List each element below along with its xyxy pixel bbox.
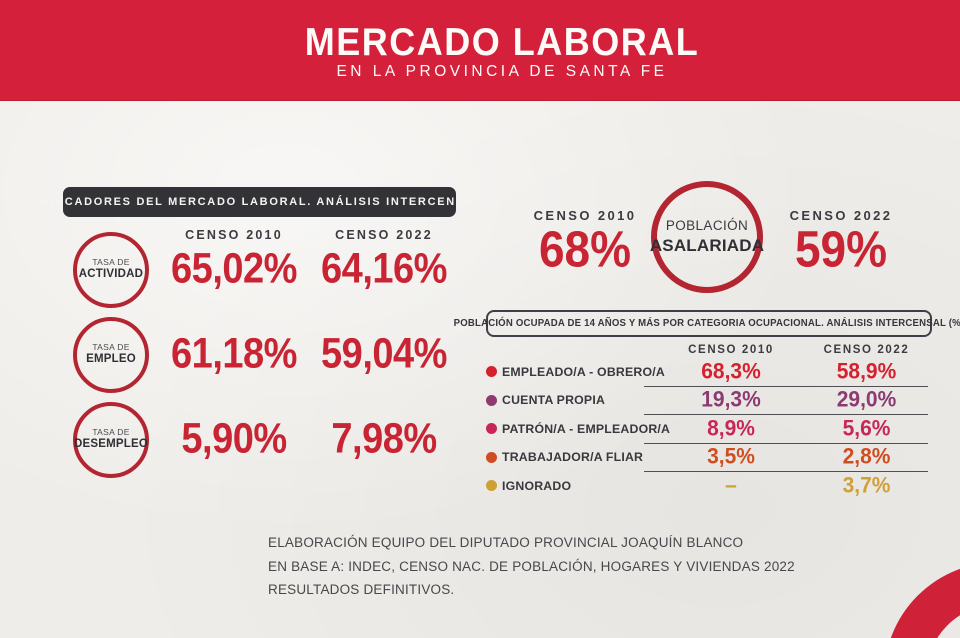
row-label: EMPLEADO/A - OBRERO/A — [502, 364, 665, 379]
credits-block: ELABORACIÓN EQUIPO DEL DIPUTADO PROVINCI… — [268, 531, 795, 602]
row-label: IGNORADO — [502, 478, 572, 493]
categoria-col-censo-2010: CENSO 2010 — [688, 344, 774, 356]
indicators-column-headers: CENSO 2010 CENSO 2022 — [63, 228, 459, 242]
row-censo-2022-value: 5,6% — [842, 416, 891, 441]
row-divider — [644, 471, 928, 472]
category-dot-icon — [486, 480, 497, 492]
table-row: PATRÓN/A - EMPLEADOR/A 8,9% 5,6% — [486, 415, 932, 443]
indicators-title-badge: INDICADORES DEL MERCADO LABORAL. ANÁLISI… — [36, 187, 481, 217]
category-dot-icon — [486, 394, 497, 406]
row-censo-2010-value: 3,5% — [707, 444, 755, 469]
row-label-group: IGNORADO — [486, 479, 661, 493]
table-row: EMPLEADO/A - OBRERO/A 68,3% 58,9% — [486, 358, 932, 386]
corner-ring-decoration — [884, 562, 960, 638]
tasa-label: TASA DE — [92, 257, 130, 267]
row-censo-2010-value: 8,9% — [707, 416, 755, 441]
row-censo-2022-value: 58,9% — [836, 359, 897, 384]
category-dot-icon — [486, 366, 497, 378]
header-banner: MERCADO LABORAL EN LA PROVINCIA DE SANTA… — [0, 0, 960, 101]
tasa-empleo-circle: TASA DE EMPLEO — [73, 316, 149, 393]
table-row: TRABAJADOR/A FLIAR 3,5% 2,8% — [486, 444, 932, 472]
tasa-empleo-2022-value: 59,04% — [321, 330, 447, 378]
row-label: TRABAJADOR/A FLIAR — [502, 450, 644, 465]
page-subtitle: EN LA PROVINCIA DE SANTA FE — [336, 63, 668, 81]
row-censo-2010-value: 19,3% — [701, 387, 761, 412]
category-dot-icon — [486, 451, 497, 463]
asalariada-censo-2010-label: CENSO 2010 — [533, 208, 637, 223]
row-censo-2010-value: 68,3% — [701, 359, 761, 384]
row-divider — [644, 414, 928, 415]
row-divider — [644, 442, 928, 444]
categoria-col-censo-2022: CENSO 2022 — [823, 344, 910, 356]
row-divider — [644, 385, 928, 387]
asalariada-censo-2022-label: CENSO 2022 — [789, 208, 893, 223]
categoria-rows: EMPLEADO/A - OBRERO/A 68,3% 58,9% CUENTA… — [486, 358, 932, 500]
category-dot-icon — [486, 423, 497, 435]
table-row: CUENTA PROPIA 19,3% 29,0% — [486, 387, 932, 415]
tasa-name: EMPLEO — [86, 352, 136, 365]
asalariada-censo-2022-value: 59% — [794, 220, 888, 278]
indicators-grid: TASA DE ACTIVIDAD 65,02% 64,16% TASA DE … — [63, 227, 459, 482]
row-censo-2022-value: 29,0% — [836, 387, 897, 412]
tasa-desempleo-circle: TASA DE DESEMPLEO — [73, 401, 149, 478]
header-text-group: MERCADO LABORAL EN LA PROVINCIA DE SANTA… — [305, 19, 699, 82]
asalariada-circle-word-top: POBLACIÓN — [665, 217, 749, 233]
asalariada-censo-2010-value: 68% — [538, 220, 632, 278]
tasa-name: DESEMPLEO — [74, 437, 149, 450]
asalariada-censo-2022-group: CENSO 2022 59% — [771, 181, 911, 278]
categoria-ocupacional-title: POBLACIÓN OCUPADA DE 14 AÑOS Y MÁS POR C… — [453, 318, 960, 329]
row-label-group: PATRÓN/A - EMPLEADOR/A — [486, 422, 670, 436]
poblacion-asalariada-section: CENSO 2010 68% POBLACIÓN ASALARIADA CENS… — [527, 181, 919, 293]
tasa-actividad-2022-value: 64,16% — [321, 245, 447, 293]
spacer — [486, 344, 661, 356]
row-censo-2010-value: – — [725, 473, 737, 498]
tasa-desempleo-2022-value: 7,98% — [331, 415, 437, 463]
asalariada-censo-2010-group: CENSO 2010 68% — [527, 181, 643, 278]
indicators-col-censo-2022: CENSO 2022 — [335, 228, 433, 242]
row-censo-2022-value: 3,7% — [842, 473, 891, 498]
tasa-name: ACTIVIDAD — [78, 267, 144, 280]
row-label-group: TRABAJADOR/A FLIAR — [486, 450, 661, 464]
table-row: IGNORADO – 3,7% — [486, 472, 932, 500]
categoria-ocupacional-title-box: POBLACIÓN OCUPADA DE 14 AÑOS Y MÁS POR C… — [454, 310, 960, 337]
credits-line: EN BASE A: INDEC, CENSO NAC. DE POBLACIÓ… — [268, 558, 795, 574]
poblacion-asalariada-circle: POBLACIÓN ASALARIADA — [649, 181, 765, 293]
asalariada-circle-word-bottom: ASALARIADA — [649, 235, 765, 255]
row-censo-2022-value: 2,8% — [842, 444, 891, 469]
categoria-ocupacional-section: POBLACIÓN OCUPADA DE 14 AÑOS Y MÁS POR C… — [454, 310, 960, 500]
row-label: PATRÓN/A - EMPLEADOR/A — [502, 421, 671, 436]
credits-line: ELABORACIÓN EQUIPO DEL DIPUTADO PROVINCI… — [268, 535, 744, 550]
tasa-label: TASA DE — [92, 342, 130, 352]
page-title: MERCADO LABORAL — [304, 18, 700, 64]
row-label-group: CUENTA PROPIA — [486, 393, 661, 407]
row-label-group: EMPLEADO/A - OBRERO/A — [486, 365, 665, 379]
credits-line: RESULTADOS DEFINITIVOS. — [268, 582, 455, 597]
tasa-desempleo-2010-value: 5,90% — [181, 415, 287, 463]
categoria-column-headers: CENSO 2010 CENSO 2022 — [486, 344, 932, 356]
tasa-label: TASA DE — [92, 427, 130, 437]
row-label: CUENTA PROPIA — [502, 393, 606, 408]
tasa-actividad-circle: TASA DE ACTIVIDAD — [73, 231, 149, 308]
tasa-actividad-2010-value: 65,02% — [171, 245, 297, 293]
tasa-empleo-2010-value: 61,18% — [171, 330, 297, 378]
indicators-col-censo-2010: CENSO 2010 — [185, 228, 283, 242]
